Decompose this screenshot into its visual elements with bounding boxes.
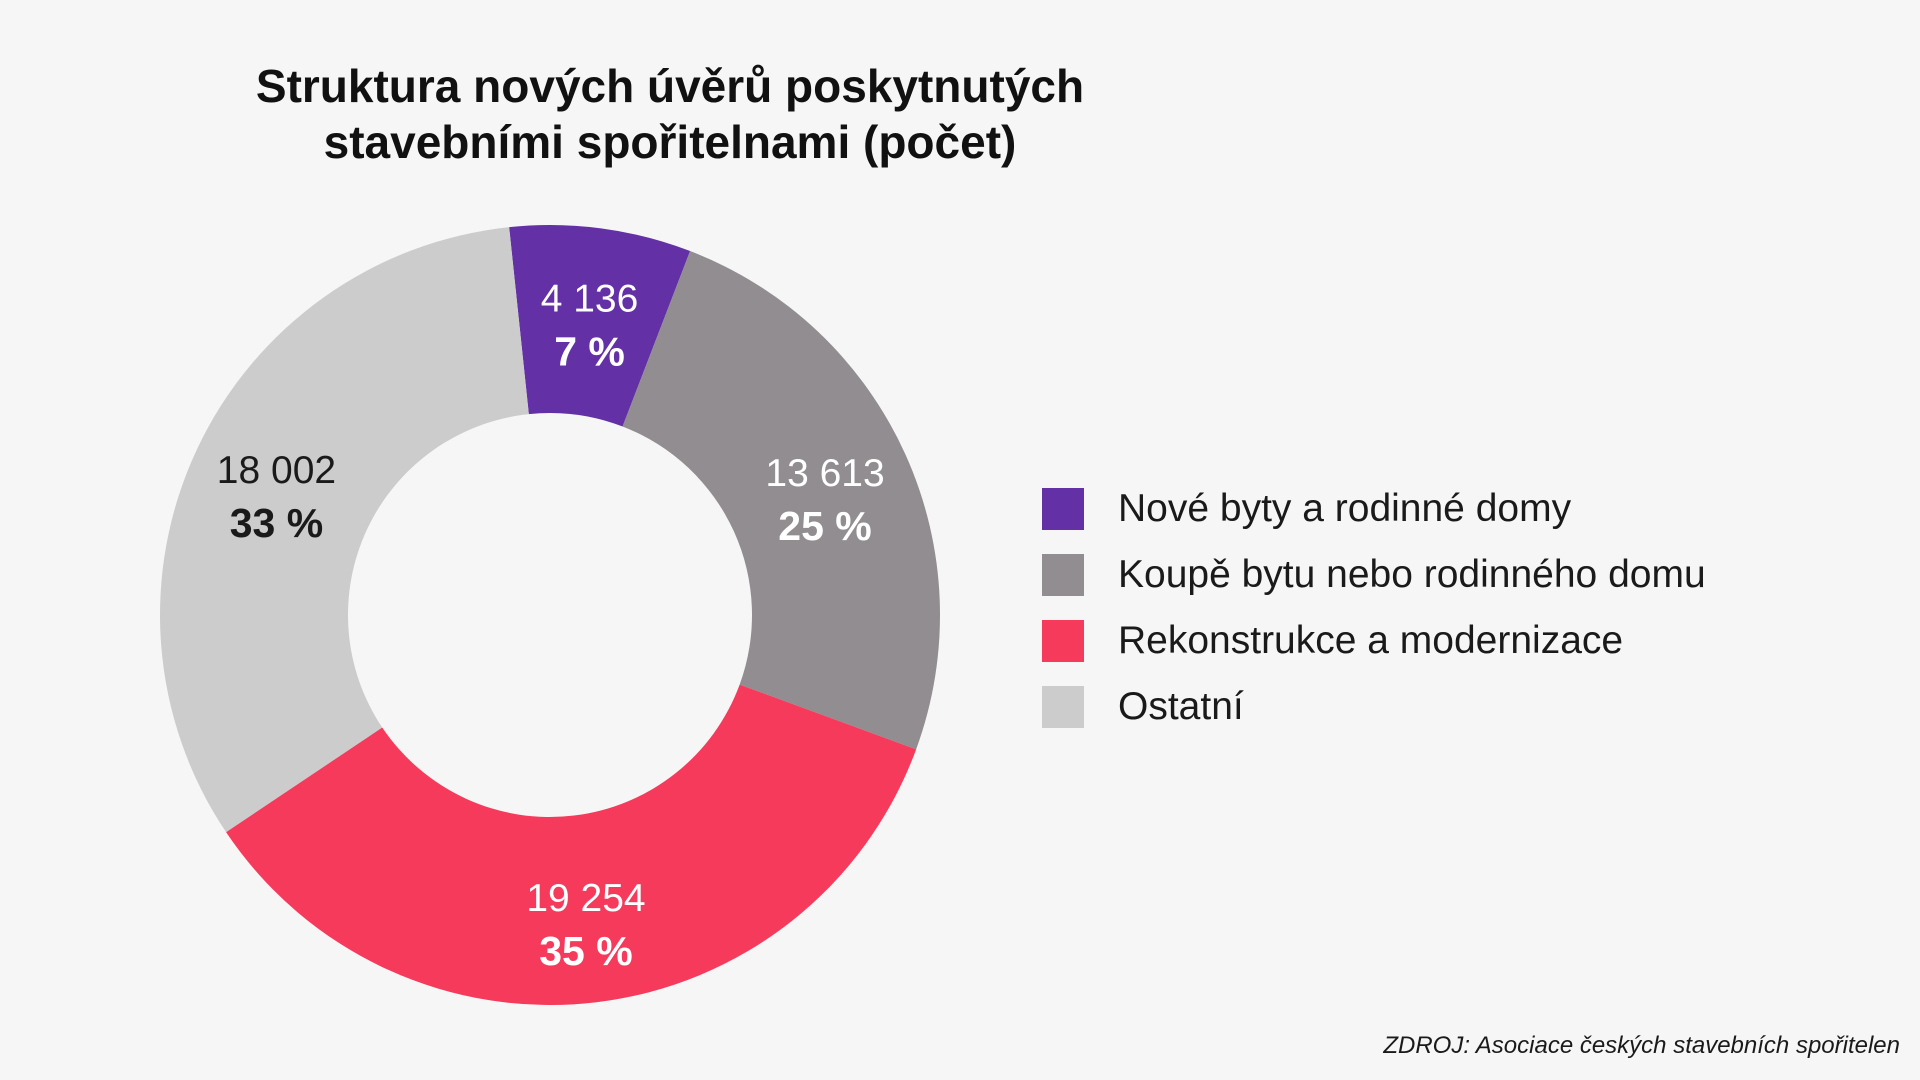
slice-percent-label: 33 % [230,500,323,546]
slice-value-label: 19 254 [526,877,645,920]
legend-label: Ostatní [1118,685,1244,728]
chart-title: Struktura nových úvěrů poskytnutých stav… [0,58,1340,170]
legend-item-reconstruction: Rekonstrukce a modernizace [1042,608,1706,674]
legend: Nové byty a rodinné domy Koupě bytu nebo… [1042,476,1706,740]
legend-swatch [1042,686,1084,728]
legend-swatch [1042,554,1084,596]
slice-percent-label: 35 % [539,928,632,974]
legend-label: Nové byty a rodinné domy [1118,487,1572,530]
slice-value-label: 13 613 [765,452,884,495]
slice-percent-label: 7 % [554,329,625,375]
slice-percent-label: 25 % [778,503,871,549]
slice-reconstruction [226,684,917,1006]
legend-item-purchase: Koupě bytu nebo rodinného domu [1042,542,1706,608]
slice-new-homes [509,225,691,427]
legend-swatch [1042,488,1084,530]
chart-title-line-1: Struktura nových úvěrů poskytnutých [255,60,1085,112]
slice-other [160,227,529,833]
slice-value-label: 4 136 [541,278,639,321]
slice-value-label: 18 002 [217,449,336,492]
legend-label: Rekonstrukce a modernizace [1118,619,1624,662]
legend-item-new-homes: Nové byty a rodinné domy [1042,476,1706,542]
legend-label: Koupě bytu nebo rodinného domu [1118,553,1706,596]
source-note: ZDROJ: Asociace českých stavebních spoři… [1383,1032,1900,1059]
donut-chart: 4 136 7 % 13 613 25 % 19 254 35 % 18 002 33 % [160,225,940,1006]
slice-purchase [622,251,940,750]
legend-item-other: Ostatní [1042,674,1706,740]
legend-swatch [1042,620,1084,662]
chart-title-line-2: stavebními spořitelnami (počet) [323,116,1017,168]
